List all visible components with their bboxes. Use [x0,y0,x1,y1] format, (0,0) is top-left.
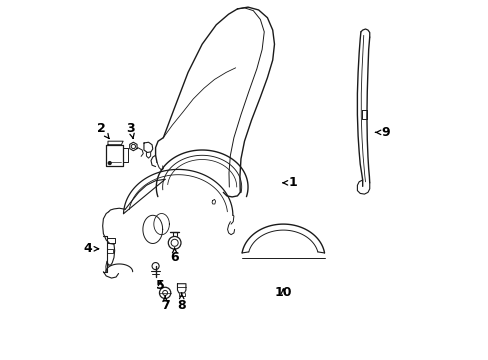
Text: 10: 10 [274,287,291,300]
Text: 3: 3 [126,122,135,139]
Text: 8: 8 [177,293,185,312]
Circle shape [108,162,111,165]
Text: 2: 2 [97,122,109,139]
Text: 6: 6 [170,248,179,264]
Text: 9: 9 [375,126,389,139]
Text: 7: 7 [161,296,169,312]
Text: 1: 1 [283,176,297,189]
Text: 5: 5 [156,279,164,292]
Text: 4: 4 [83,242,98,255]
